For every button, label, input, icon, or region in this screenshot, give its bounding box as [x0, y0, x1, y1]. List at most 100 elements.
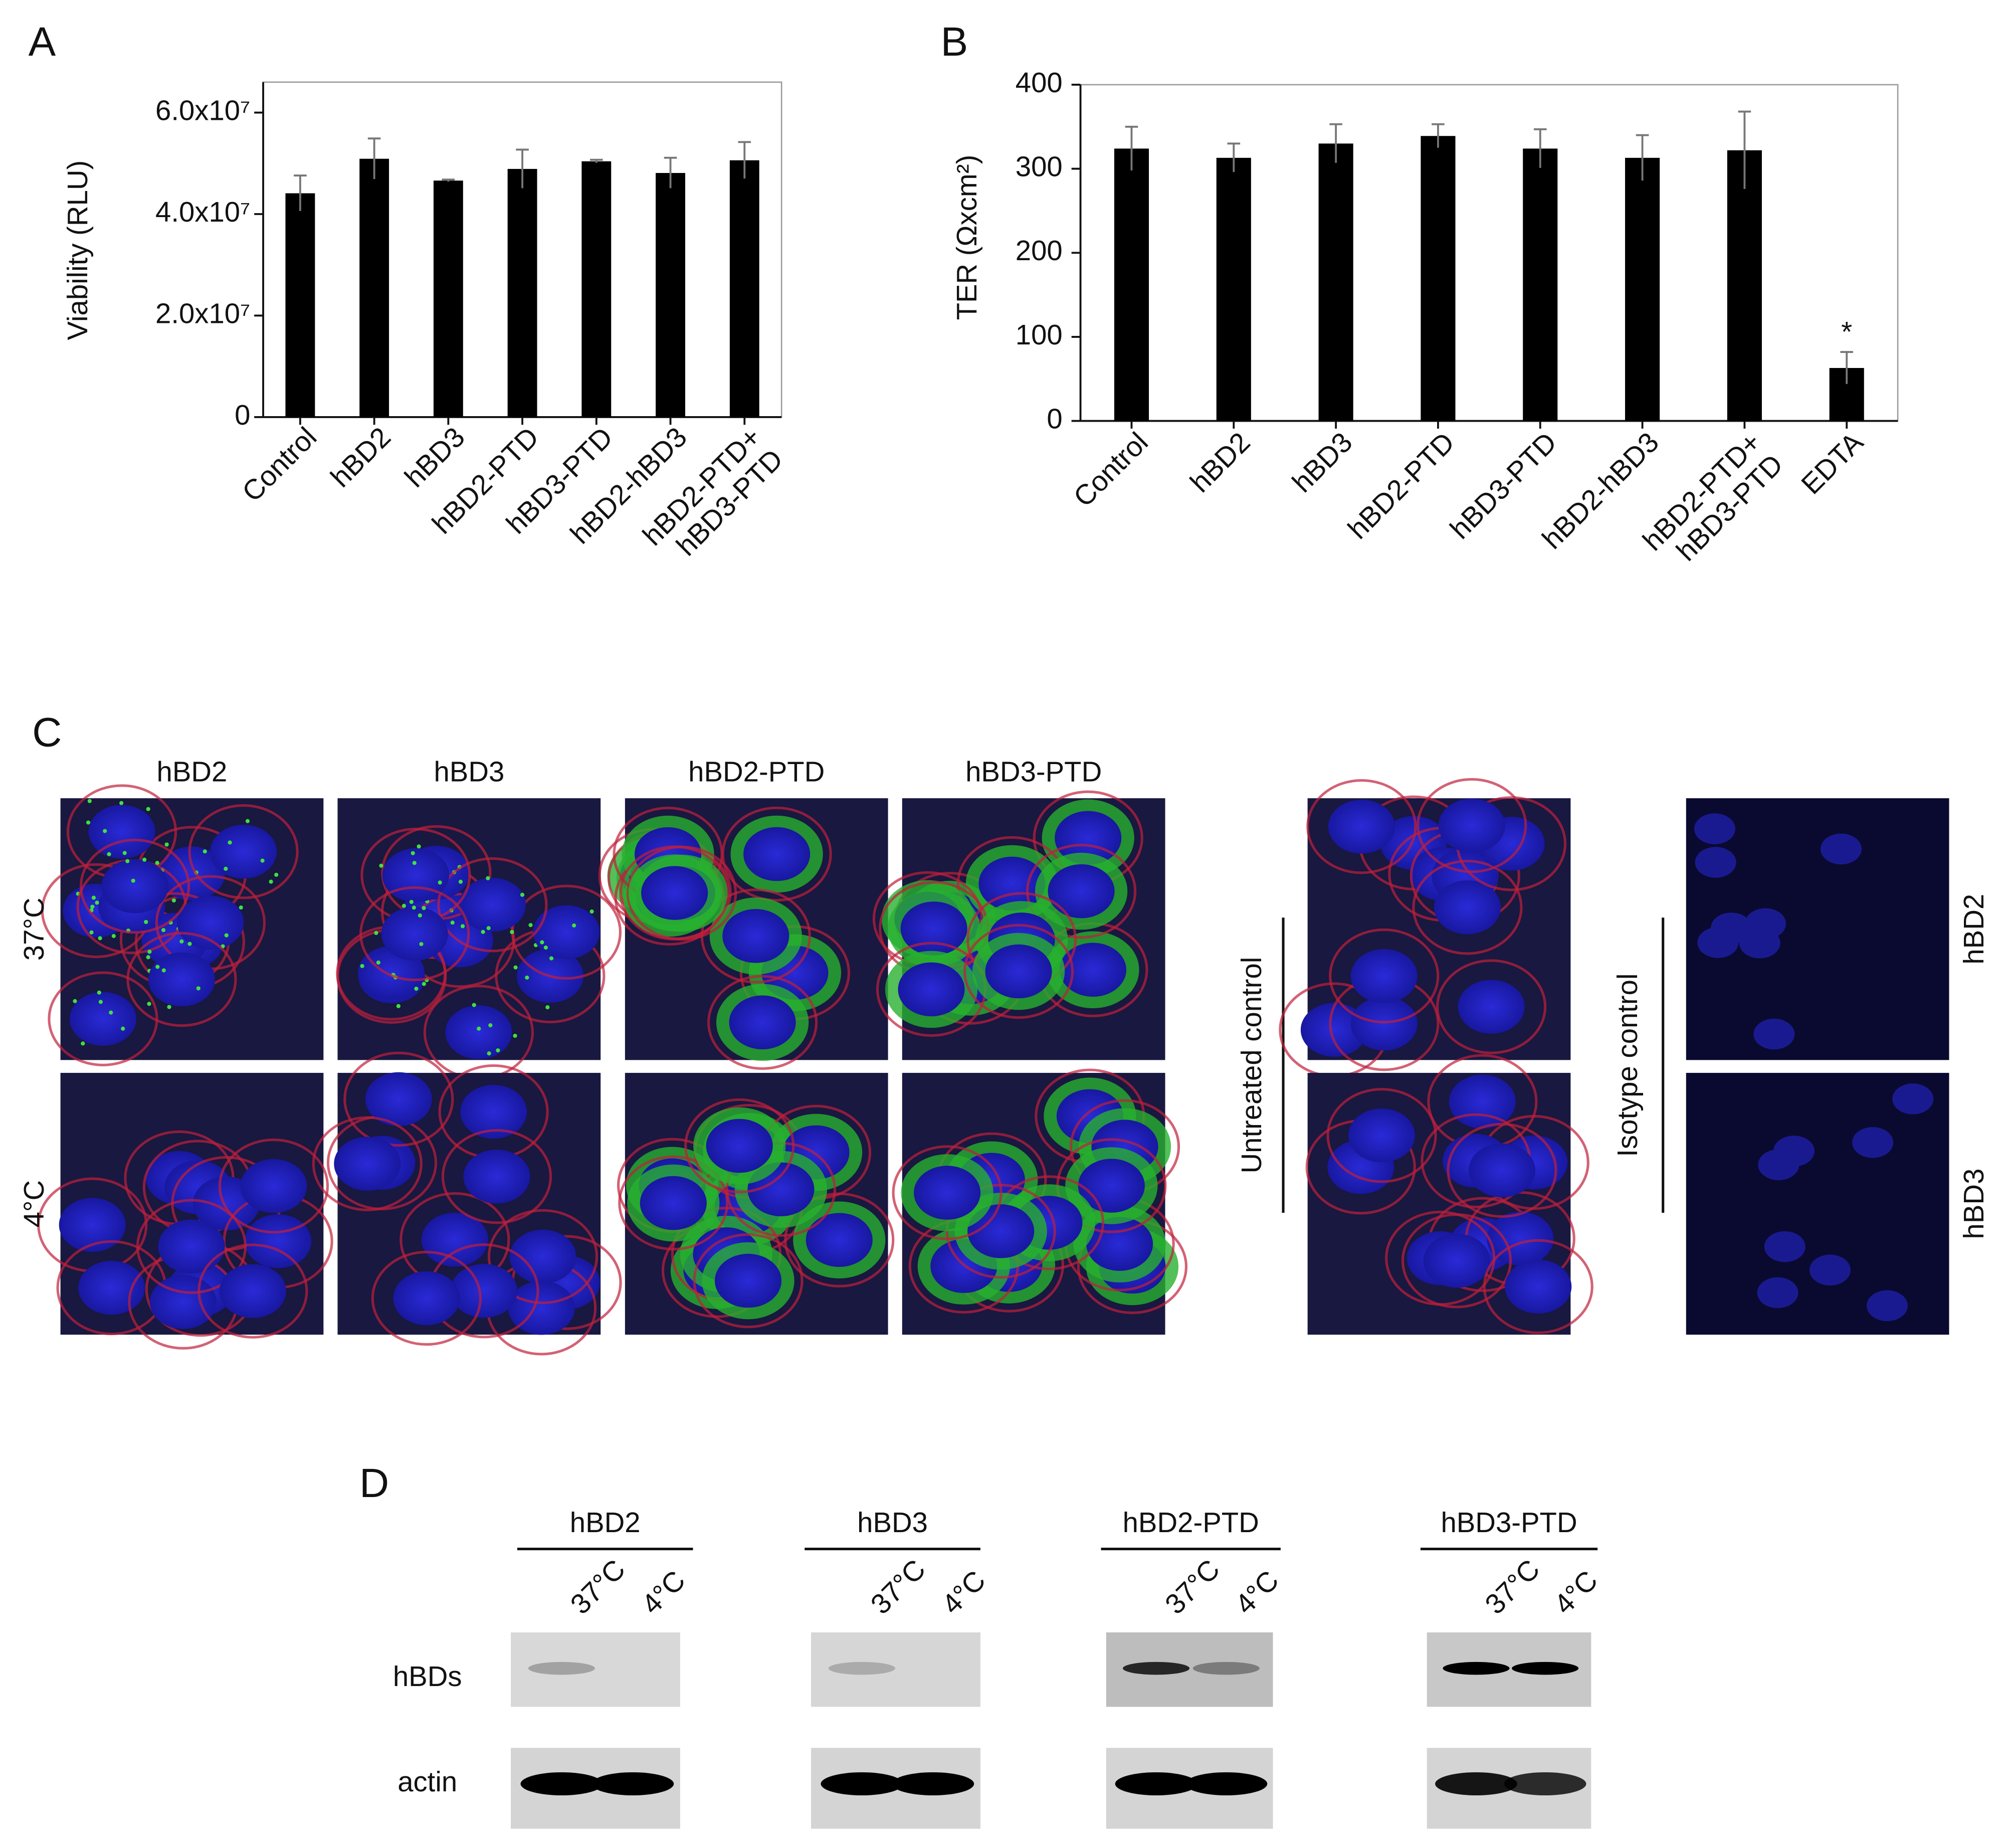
micrograph [1686, 1072, 1949, 1335]
panel-label: C [32, 709, 62, 755]
granule [164, 842, 169, 847]
nucleus [219, 1264, 286, 1318]
cell-membrane [1412, 860, 1523, 955]
granule [245, 819, 250, 823]
nucleus [714, 1253, 782, 1308]
granule [224, 866, 228, 871]
granule [525, 975, 529, 980]
cell-membrane [48, 971, 158, 1066]
nucleus [1867, 1290, 1908, 1322]
cell-membrane [892, 1145, 1002, 1240]
panel-label: A [29, 19, 56, 65]
row-label: hBD3 [1958, 1169, 1989, 1239]
nucleus [158, 1219, 225, 1273]
column-label: hBD3 [434, 756, 504, 787]
bar [1114, 148, 1149, 421]
cell-membrane [441, 1129, 552, 1224]
nucleus [1745, 908, 1786, 940]
row-label: hBD2 [1958, 894, 1989, 965]
granule [486, 876, 490, 880]
cell-membrane [1329, 928, 1440, 1024]
granule [438, 880, 442, 885]
band [1443, 1661, 1510, 1675]
granule [487, 1051, 491, 1056]
granule [239, 905, 243, 910]
band [1504, 1772, 1586, 1796]
band [892, 1772, 974, 1796]
nucleus [210, 824, 277, 879]
granule [543, 945, 548, 950]
cell-membrane [1401, 1213, 1512, 1309]
nucleus [706, 1119, 773, 1173]
granule [417, 844, 421, 849]
band [1512, 1661, 1579, 1675]
nucleus [59, 1198, 126, 1252]
bar [1523, 148, 1558, 421]
band [528, 1661, 595, 1675]
nucleus [1059, 943, 1126, 997]
cell-membrane [80, 838, 190, 934]
nucleus [365, 1072, 432, 1127]
y-tick-label: 400 [1016, 67, 1063, 98]
granule [422, 906, 426, 910]
row-label: hBDs [393, 1660, 462, 1692]
bar [656, 173, 686, 417]
granule [142, 857, 147, 862]
cell-membrane [218, 1138, 329, 1234]
nucleus [1458, 980, 1525, 1034]
micrograph [872, 790, 1165, 1060]
granule [146, 807, 150, 811]
y-tick-label: 100 [1016, 319, 1063, 350]
granule [196, 986, 200, 991]
granule [98, 936, 102, 941]
band [1185, 1772, 1268, 1796]
row-label: 37°C [18, 897, 50, 961]
y-tick-label: 0 [235, 399, 250, 431]
nucleus [898, 962, 965, 1017]
band [1123, 1661, 1190, 1675]
micrograph [1305, 1054, 1593, 1335]
bar [729, 160, 759, 417]
granule [203, 849, 207, 854]
granule [155, 965, 160, 969]
bar [1625, 157, 1660, 421]
nucleus [1757, 1277, 1798, 1309]
band [1435, 1772, 1517, 1796]
granule [179, 939, 184, 944]
cell-membrane [343, 1051, 454, 1147]
panel-label: D [359, 1460, 389, 1506]
granule [87, 799, 92, 803]
nucleus [1350, 949, 1418, 1003]
bar [285, 193, 315, 417]
column-label: hBD3-PTD [965, 756, 1102, 787]
bar [1421, 136, 1456, 421]
cell-membrane [359, 886, 470, 982]
y-tick-label: 2.0x10⁷ [155, 297, 250, 329]
nucleus [393, 1271, 460, 1326]
micrograph [598, 798, 888, 1070]
granule [419, 942, 424, 947]
granule [89, 930, 94, 935]
cell-membrane [963, 923, 1074, 1019]
y-tick-label: 0 [1047, 403, 1062, 434]
cell-membrane [1326, 1088, 1437, 1183]
cell-membrane [707, 975, 818, 1070]
granule [513, 965, 518, 970]
granule [260, 858, 265, 863]
granule [528, 922, 533, 928]
nucleus [1764, 1231, 1805, 1262]
granule [396, 1004, 400, 1008]
granule [161, 968, 166, 973]
nucleus [729, 995, 796, 1050]
lane-label: 37°C [564, 1553, 631, 1620]
nucleus [533, 905, 600, 960]
micrograph [336, 798, 622, 1080]
cell-membrane [371, 1250, 482, 1346]
granule [589, 909, 594, 914]
blot [811, 1632, 980, 1707]
row-label: actin [397, 1766, 457, 1797]
nucleus [985, 944, 1052, 999]
row-label: 4°C [18, 1180, 50, 1227]
cell-membrane [1436, 959, 1547, 1054]
